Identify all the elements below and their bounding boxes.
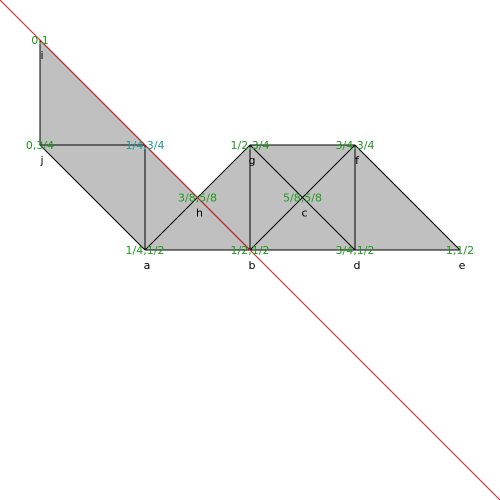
coordinate-label: 5/8,5/8 [283, 192, 322, 205]
edge [249, 197, 303, 251]
coordinate-label: 1/2,1/2 [231, 244, 270, 257]
edge [39, 144, 146, 251]
node-label: i [40, 49, 43, 62]
node-label: g [249, 154, 256, 167]
edge [302, 197, 356, 251]
edge [302, 144, 356, 198]
triangle [145, 145, 198, 250]
edge [197, 144, 251, 198]
coordinate-label: 1/2,3/4 [231, 139, 270, 152]
labels: 0,1 i 0,3/4 j 1/4,3/4 1/4,1/2 a 3/8,5/8 h 1/2,3/4… [26, 34, 474, 272]
node-label: d [354, 259, 361, 272]
coordinate-label: 3/4,3/4 [336, 139, 375, 152]
edge [354, 144, 461, 251]
edge [249, 144, 303, 198]
coordinate-label: 3/8,5/8 [178, 192, 217, 205]
node-label: a [144, 259, 151, 272]
node-label: f [355, 154, 360, 167]
node-label: e [459, 259, 466, 272]
coordinate-label: 3/4,1/2 [336, 244, 375, 257]
triangle [250, 197, 355, 250]
node-label: h [196, 207, 203, 220]
triangle [197, 145, 250, 250]
coordinate-label: 0,3/4 [26, 139, 54, 152]
triangle [145, 197, 250, 250]
triangle [302, 145, 355, 250]
triangle [250, 145, 355, 198]
edge [144, 197, 198, 251]
triangle [250, 145, 303, 250]
coordinate-label: 1,1/2 [446, 244, 474, 257]
coordinate-label: 1/4,3/4 [126, 139, 165, 152]
node-label: b [249, 259, 256, 272]
node-label: c [301, 207, 307, 220]
coordinate-label: 0,1 [31, 34, 49, 47]
coordinate-label: 1/4,1/2 [126, 244, 165, 257]
node-label: j [39, 154, 43, 167]
